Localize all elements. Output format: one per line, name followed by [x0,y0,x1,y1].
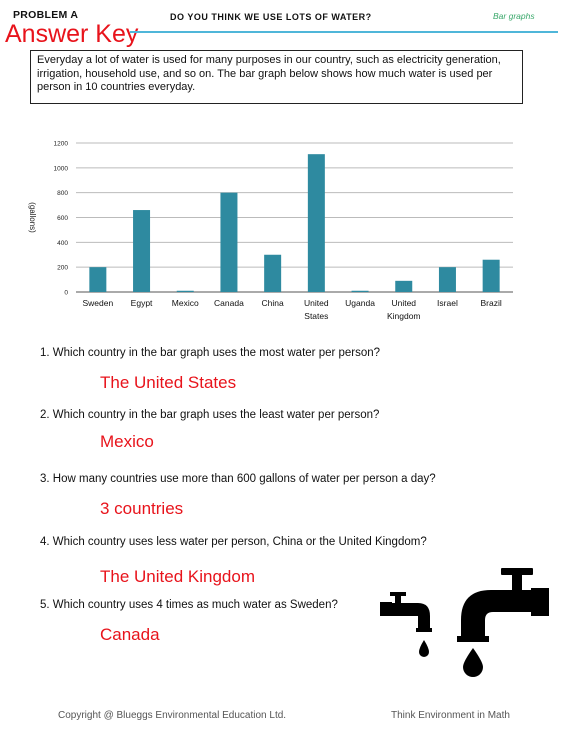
bar [395,280,413,292]
y-tick-label: 400 [57,240,68,247]
bar [438,267,456,292]
y-tick-label: 600 [57,215,68,222]
topic-tag: Bar graphs [493,11,535,21]
intro-box: Everyday a lot of water is used for many… [30,50,523,104]
y-axis-label: (gallons) [28,202,37,233]
bar [351,290,369,292]
answer-5: Canada [100,625,160,644]
y-tick-label: 200 [57,265,68,272]
footer-tagline: Think Environment in Math [391,710,510,721]
bar [264,254,282,292]
y-tick-label: 0 [64,290,68,297]
x-tick-label: Kingdom [387,311,421,321]
y-tick-label: 1000 [54,165,69,172]
x-tick-label: Uganda [345,298,375,308]
answer-2: Mexico [100,432,154,451]
x-tick-label: Mexico [172,298,199,308]
x-tick-label: Brazil [481,298,502,308]
y-tick-label: 1200 [54,141,69,148]
x-tick-label: United [391,298,416,308]
x-tick-label: Egypt [131,298,153,308]
question-2: 2. Which country in the bar graph uses t… [40,409,380,421]
question-4: 4. Which country uses less water per per… [40,536,427,548]
question-1: 1. Which country in the bar graph uses t… [40,347,381,359]
y-tick-label: 800 [57,190,68,197]
problem-label: PROBLEM A [13,9,79,21]
question-3: 3. How many countries use more than 600 … [40,473,436,485]
bar [307,154,325,292]
bar [89,267,107,292]
question-5: 5. Which country uses 4 times as much wa… [40,599,338,611]
bar [220,192,238,292]
answer-3: 3 countries [100,499,184,518]
bar [133,210,151,292]
small-faucet-icon [380,592,432,657]
x-tick-label: Canada [214,298,244,308]
answer-1: The United States [100,373,237,392]
x-tick-label: China [262,298,284,308]
x-tick-label: Sweden [82,298,113,308]
footer-copyright: Copyright @ Blueggs Environmental Educat… [58,710,287,721]
x-tick-label: United [304,298,329,308]
answer-key-heading: Answer Key [5,20,139,48]
water-usage-bar-chart: 0 200 400 600 800 1000 1200 Sweden Egypt Mexico Ca… [28,141,513,321]
bar [176,290,194,292]
answer-4: The United Kingdom [100,567,255,586]
x-tick-label: Israel [437,298,458,308]
header-divider [130,31,558,33]
x-tick-label: States [304,311,328,321]
large-faucet-icon [457,568,549,677]
intro-text: Everyday a lot of water is used for many… [37,54,501,93]
page-title: DO YOU THINK WE USE LOTS OF WATER? [170,12,372,22]
bar [482,259,500,292]
